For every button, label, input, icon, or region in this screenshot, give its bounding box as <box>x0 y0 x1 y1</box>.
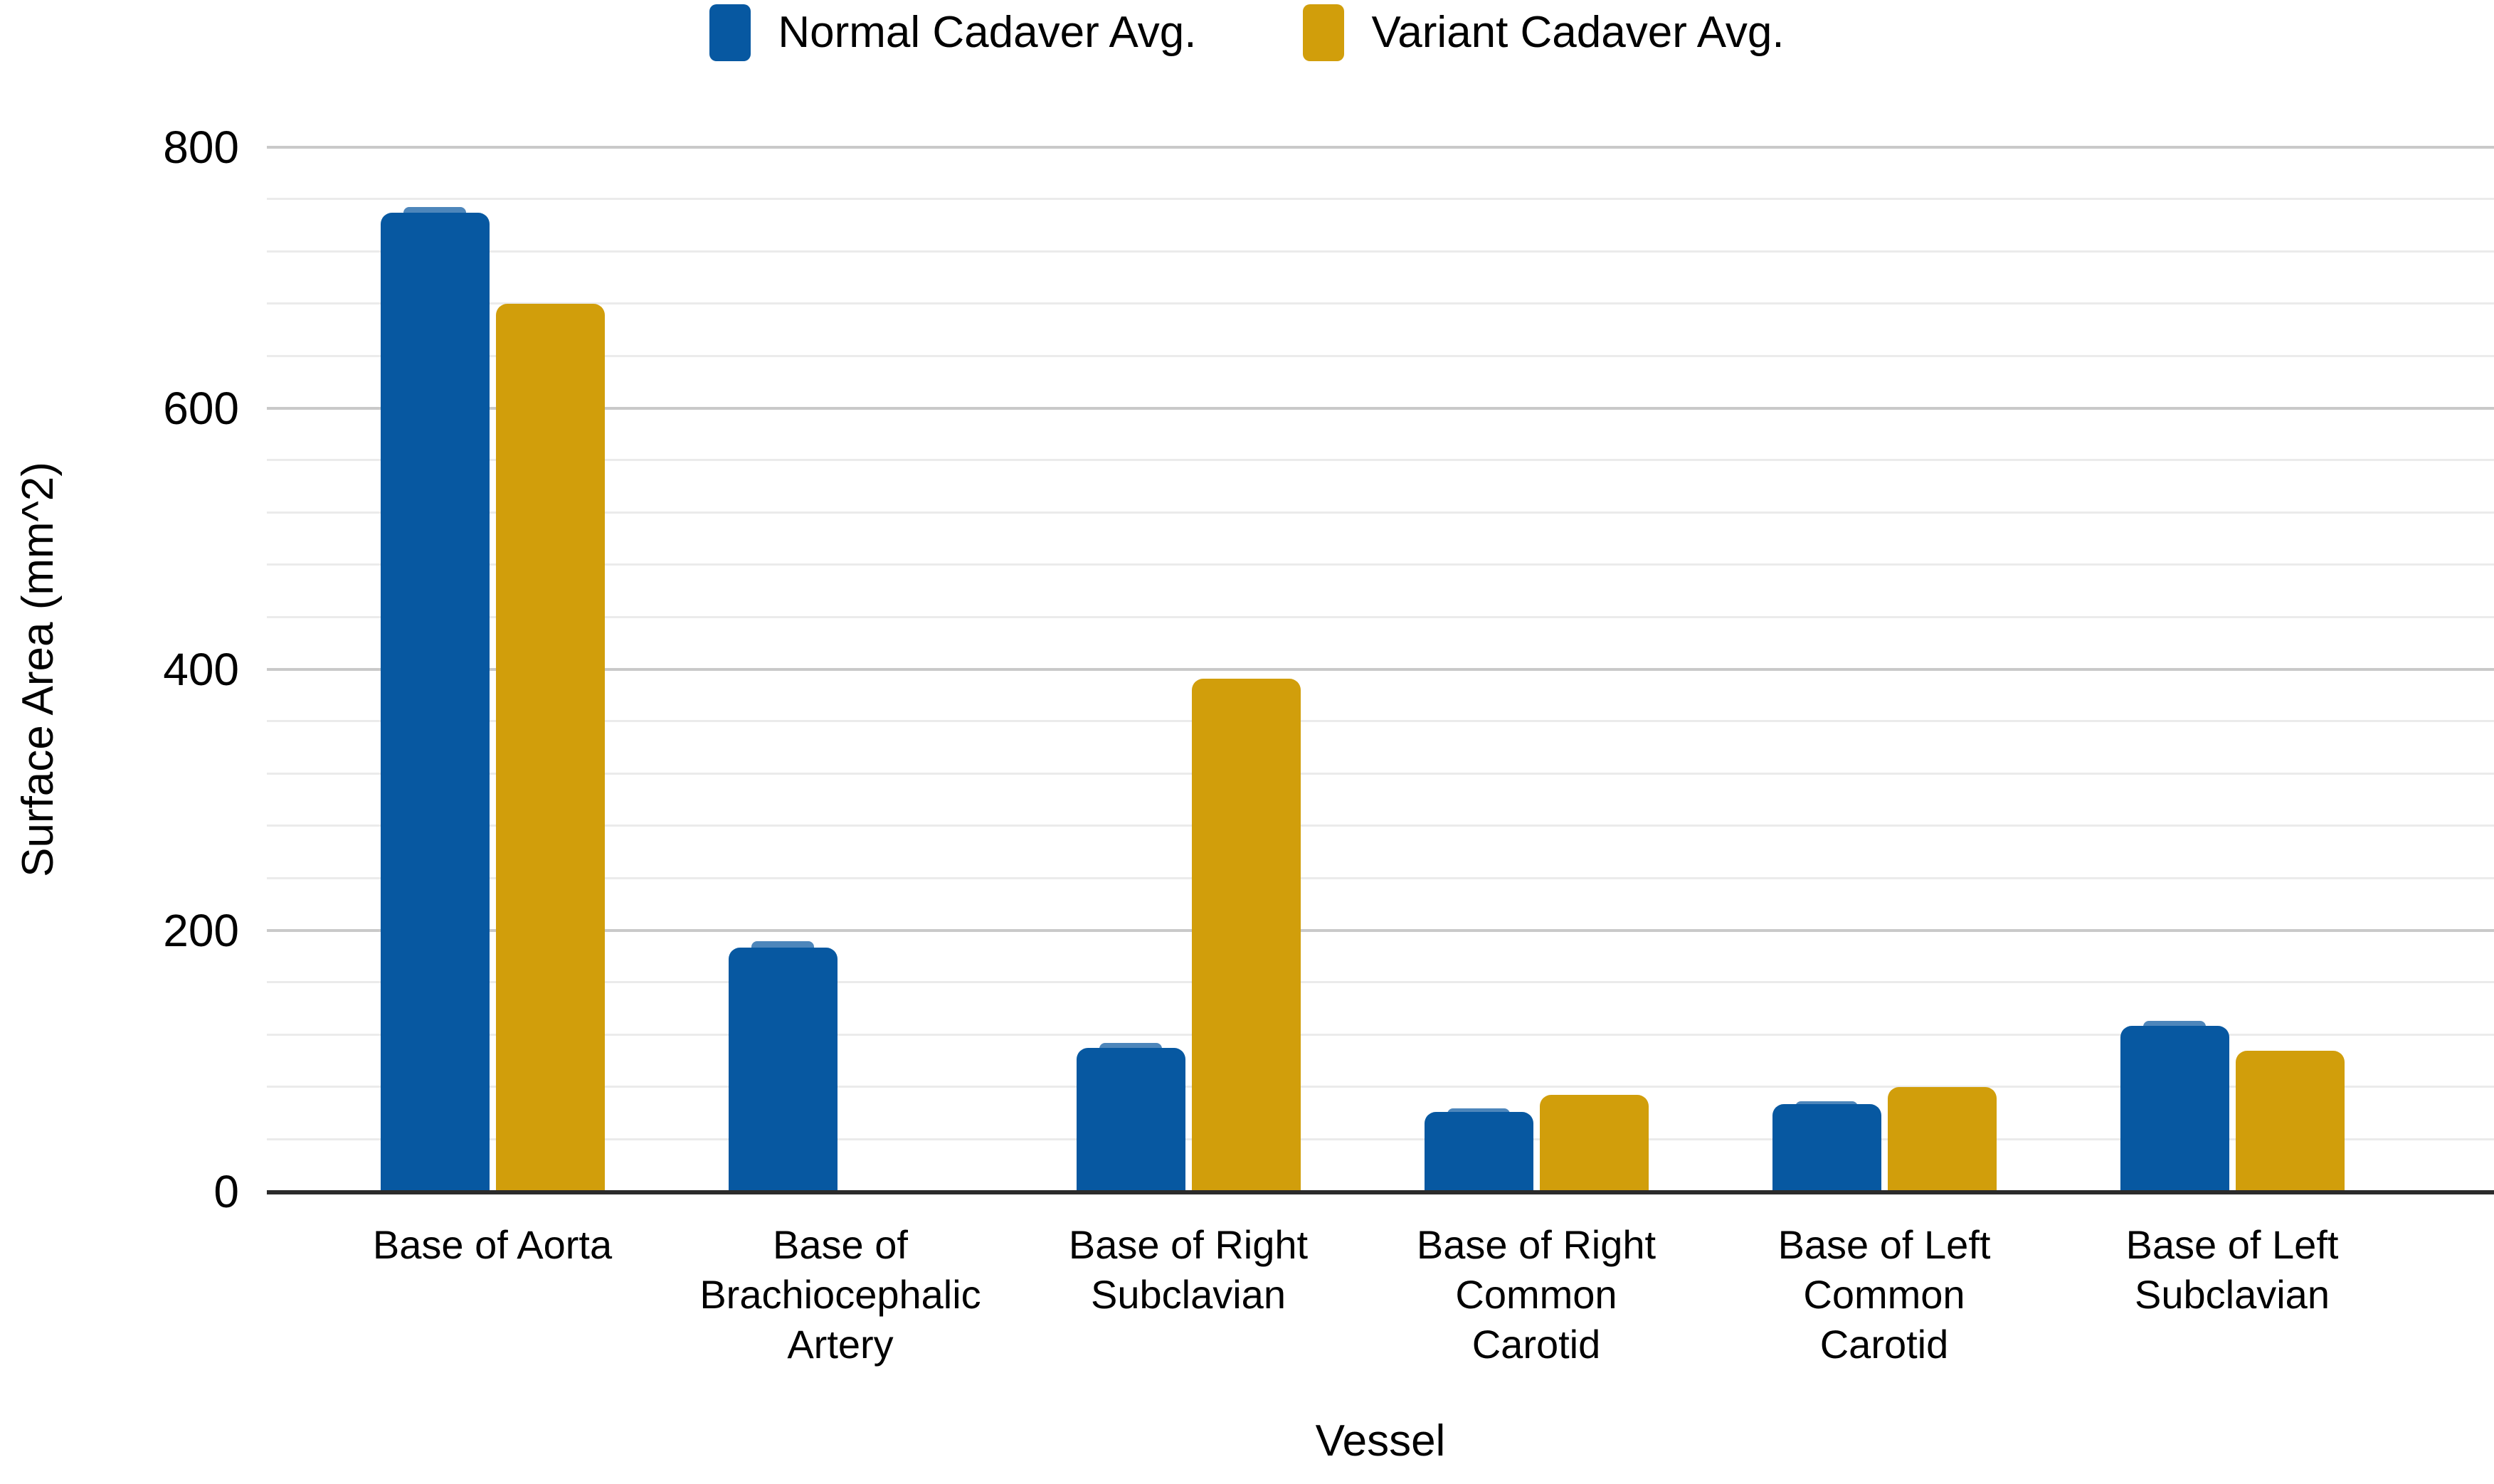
gridline <box>267 354 2494 357</box>
legend: Normal Cadaver Avg. Variant Cadaver Avg. <box>0 4 2494 61</box>
x-axis-title: Vessel <box>1315 1416 1446 1466</box>
category-label: Base of Left Subclavian <box>2125 1222 2339 1317</box>
gridline <box>267 1033 2494 1036</box>
category-label: Base of Right Subclavian <box>1068 1222 1309 1317</box>
gridline <box>267 563 2494 566</box>
gridline <box>267 615 2494 618</box>
bar-normal <box>1424 1112 1533 1192</box>
bar-variant <box>1539 1095 1649 1192</box>
gridline <box>267 981 2494 984</box>
bar-normal <box>1772 1104 1881 1192</box>
category-label: Base of Brachiocephalic Artery <box>699 1222 981 1367</box>
bar-normal <box>1076 1048 1185 1192</box>
gridline <box>267 146 2494 149</box>
gridline <box>267 302 2494 305</box>
bar-variant <box>495 304 605 1192</box>
x-axis-line <box>267 1190 2494 1194</box>
gridline <box>267 511 2494 514</box>
legend-label: Normal Cadaver Avg. <box>778 8 1197 57</box>
bar-normal <box>380 212 490 1192</box>
y-tick-label: 800 <box>163 122 239 173</box>
gridline <box>267 1138 2494 1140</box>
bar-normal <box>728 947 838 1192</box>
gridline <box>267 250 2494 253</box>
bar-normal <box>2120 1025 2229 1192</box>
y-axis-title: Surface Area (mm^2) <box>14 462 63 877</box>
legend-swatch <box>1303 4 1345 61</box>
legend-item-variant: Variant Cadaver Avg. <box>1303 4 1785 61</box>
bar-variant <box>1191 678 1301 1192</box>
gridline <box>267 459 2494 462</box>
bar-variant <box>1887 1087 1997 1192</box>
legend-item-normal: Normal Cadaver Avg. <box>709 4 1196 61</box>
gridline <box>267 825 2494 827</box>
gridline <box>267 876 2494 879</box>
y-tick-label: 0 <box>213 1166 239 1217</box>
category-label: Base of Left Common Carotid <box>1777 1222 1991 1367</box>
legend-label: Variant Cadaver Avg. <box>1371 8 1785 57</box>
y-tick-label: 400 <box>163 644 239 695</box>
y-tick-label: 200 <box>163 905 239 956</box>
gridline <box>267 929 2494 932</box>
bar-variant <box>2235 1050 2345 1192</box>
gridline <box>267 407 2494 410</box>
y-tick-label: 600 <box>163 383 239 434</box>
gridline <box>267 198 2494 201</box>
legend-swatch <box>709 4 751 61</box>
category-label: Base of Right Common Carotid <box>1416 1222 1656 1367</box>
gridline <box>267 1086 2494 1088</box>
gridline <box>267 772 2494 775</box>
category-label: Base of Aorta <box>372 1222 613 1267</box>
gridline <box>267 720 2494 723</box>
gridline <box>267 668 2494 671</box>
